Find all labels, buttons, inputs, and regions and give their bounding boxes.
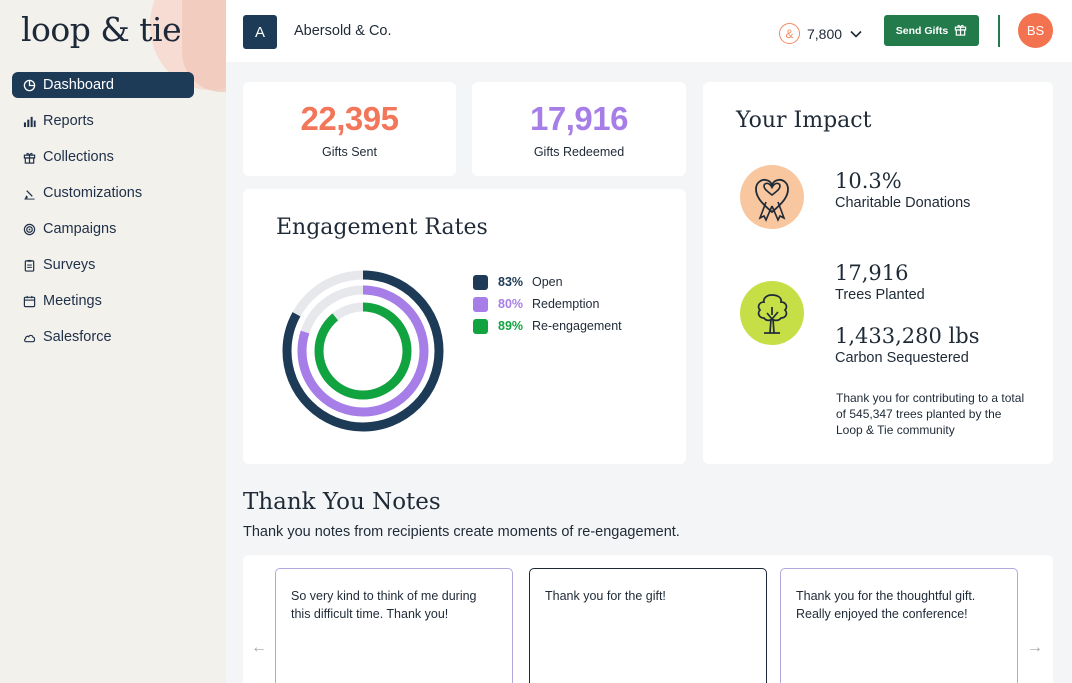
sidebar-item-salesforce[interactable]: Salesforce [12, 324, 194, 350]
carbon-label: Carbon Sequestered [835, 350, 969, 366]
legend-swatch-redemption [473, 296, 488, 312]
sidebar-item-meetings[interactable]: Meetings [12, 288, 194, 314]
points-balance[interactable]: & 7,800 [779, 23, 862, 44]
thank-you-note-card[interactable]: So very kind to think of me during this … [275, 568, 513, 683]
engagement-card: Engagement Rates 83% Open 80% Redemption… [243, 189, 686, 464]
points-value: 7,800 [807, 25, 843, 42]
gifts-redeemed-label: Gifts Redeemed [533, 145, 625, 159]
legend-pct-open: 83% [498, 275, 524, 289]
carousel-next-button[interactable]: → [1027, 639, 1043, 656]
legend-pct-reengagement: 89% [498, 319, 524, 333]
thank-you-note-card[interactable]: Thank you for the gift! [529, 568, 767, 683]
sidebar-item-label: Reports [43, 113, 94, 129]
engagement-radial-chart [282, 270, 444, 432]
pie-chart-icon [22, 78, 36, 92]
trees-label: Trees Planted [835, 287, 925, 303]
sidebar-item-collections[interactable]: Collections [12, 144, 194, 170]
bar-chart-icon [22, 114, 36, 128]
sidebar-item-label: Customizations [43, 185, 143, 201]
clipboard-icon [22, 258, 36, 272]
thank-you-title: Thank You Notes [243, 489, 441, 515]
engagement-title: Engagement Rates [276, 215, 488, 240]
impact-card: Your Impact 10.3% Charitable Donations 1… [703, 82, 1053, 464]
legend-label-open: Open [532, 275, 563, 289]
thank-you-subtitle: Thank you notes from recipients create m… [243, 524, 680, 540]
legend-item-open: 83% Open [473, 271, 622, 293]
brush-icon [22, 186, 36, 200]
legend-label-redemption: Redemption [532, 297, 600, 311]
sidebar-item-label: Salesforce [43, 329, 112, 345]
legend-item-redemption: 80% Redemption [473, 293, 622, 315]
sidebar-item-dashboard[interactable]: Dashboard [12, 72, 194, 98]
chevron-down-icon [850, 27, 862, 41]
cloud-icon [22, 330, 36, 344]
thank-you-carousel: ← So very kind to think of me during thi… [243, 555, 1053, 683]
gifts-sent-label: Gifts Sent [322, 145, 377, 159]
ribbon-heart-icon [740, 165, 804, 229]
ring-arc-redemption [297, 285, 429, 417]
thank-you-note-card[interactable]: Thank you for the thoughtful gift. Reall… [780, 568, 1018, 683]
brand-logo[interactable]: loop & tie [21, 10, 182, 49]
target-icon [22, 222, 36, 236]
sidebar-item-customizations[interactable]: Customizations [12, 180, 194, 206]
points-coin-icon: & [779, 23, 800, 44]
legend-swatch-open [473, 274, 488, 290]
donations-label: Charitable Donations [835, 195, 971, 211]
top-header: A Abersold & Co. & 7,800 Send Gifts BS [226, 0, 1072, 62]
company-avatar[interactable]: A [243, 15, 277, 49]
send-gifts-label: Send Gifts [895, 24, 949, 37]
user-avatar[interactable]: BS [1018, 13, 1053, 48]
carbon-value: 1,433,280 lbs [835, 324, 980, 348]
sidebar-nav: Dashboard Reports Collections Customizat… [12, 72, 194, 360]
sidebar-item-label: Collections [43, 149, 114, 165]
send-gifts-button[interactable]: Send Gifts [884, 15, 979, 46]
sidebar-item-label: Campaigns [43, 221, 117, 237]
carousel-prev-button[interactable]: ← [251, 639, 267, 656]
ring-arc-reengagement [314, 302, 412, 400]
sidebar-item-label: Surveys [43, 257, 96, 273]
legend-swatch-reengagement [473, 318, 488, 334]
tree-icon [740, 281, 804, 345]
gifts-redeemed-value: 17,916 [530, 100, 628, 137]
gifts-redeemed-card: 17,916 Gifts Redeemed [472, 82, 686, 176]
impact-title: Your Impact [736, 108, 872, 133]
gift-icon [22, 150, 36, 164]
gifts-sent-value: 22,395 [300, 100, 399, 137]
sidebar-item-surveys[interactable]: Surveys [12, 252, 194, 278]
company-name[interactable]: Abersold & Co. [294, 23, 392, 39]
trees-value: 17,916 [835, 261, 909, 285]
gifts-sent-card: 22,395 Gifts Sent [243, 82, 456, 176]
sidebar: loop & tie Dashboard Reports Collections… [0, 0, 226, 683]
engagement-legend: 83% Open 80% Redemption 89% Re-engagemen… [473, 271, 622, 337]
gift-icon [954, 23, 967, 39]
ring-arc-open [282, 270, 444, 432]
sidebar-item-label: Dashboard [43, 77, 114, 93]
calendar-icon [22, 294, 36, 308]
donations-value: 10.3% [835, 169, 902, 193]
sidebar-item-reports[interactable]: Reports [12, 108, 194, 134]
sidebar-item-campaigns[interactable]: Campaigns [12, 216, 194, 242]
sidebar-item-label: Meetings [43, 293, 102, 309]
header-divider [998, 15, 1000, 47]
legend-item-reengagement: 89% Re-engagement [473, 315, 622, 337]
impact-community-note: Thank you for contributing to a total of… [836, 391, 1025, 437]
legend-pct-redemption: 80% [498, 297, 524, 311]
legend-label-reengagement: Re-engagement [532, 319, 622, 333]
